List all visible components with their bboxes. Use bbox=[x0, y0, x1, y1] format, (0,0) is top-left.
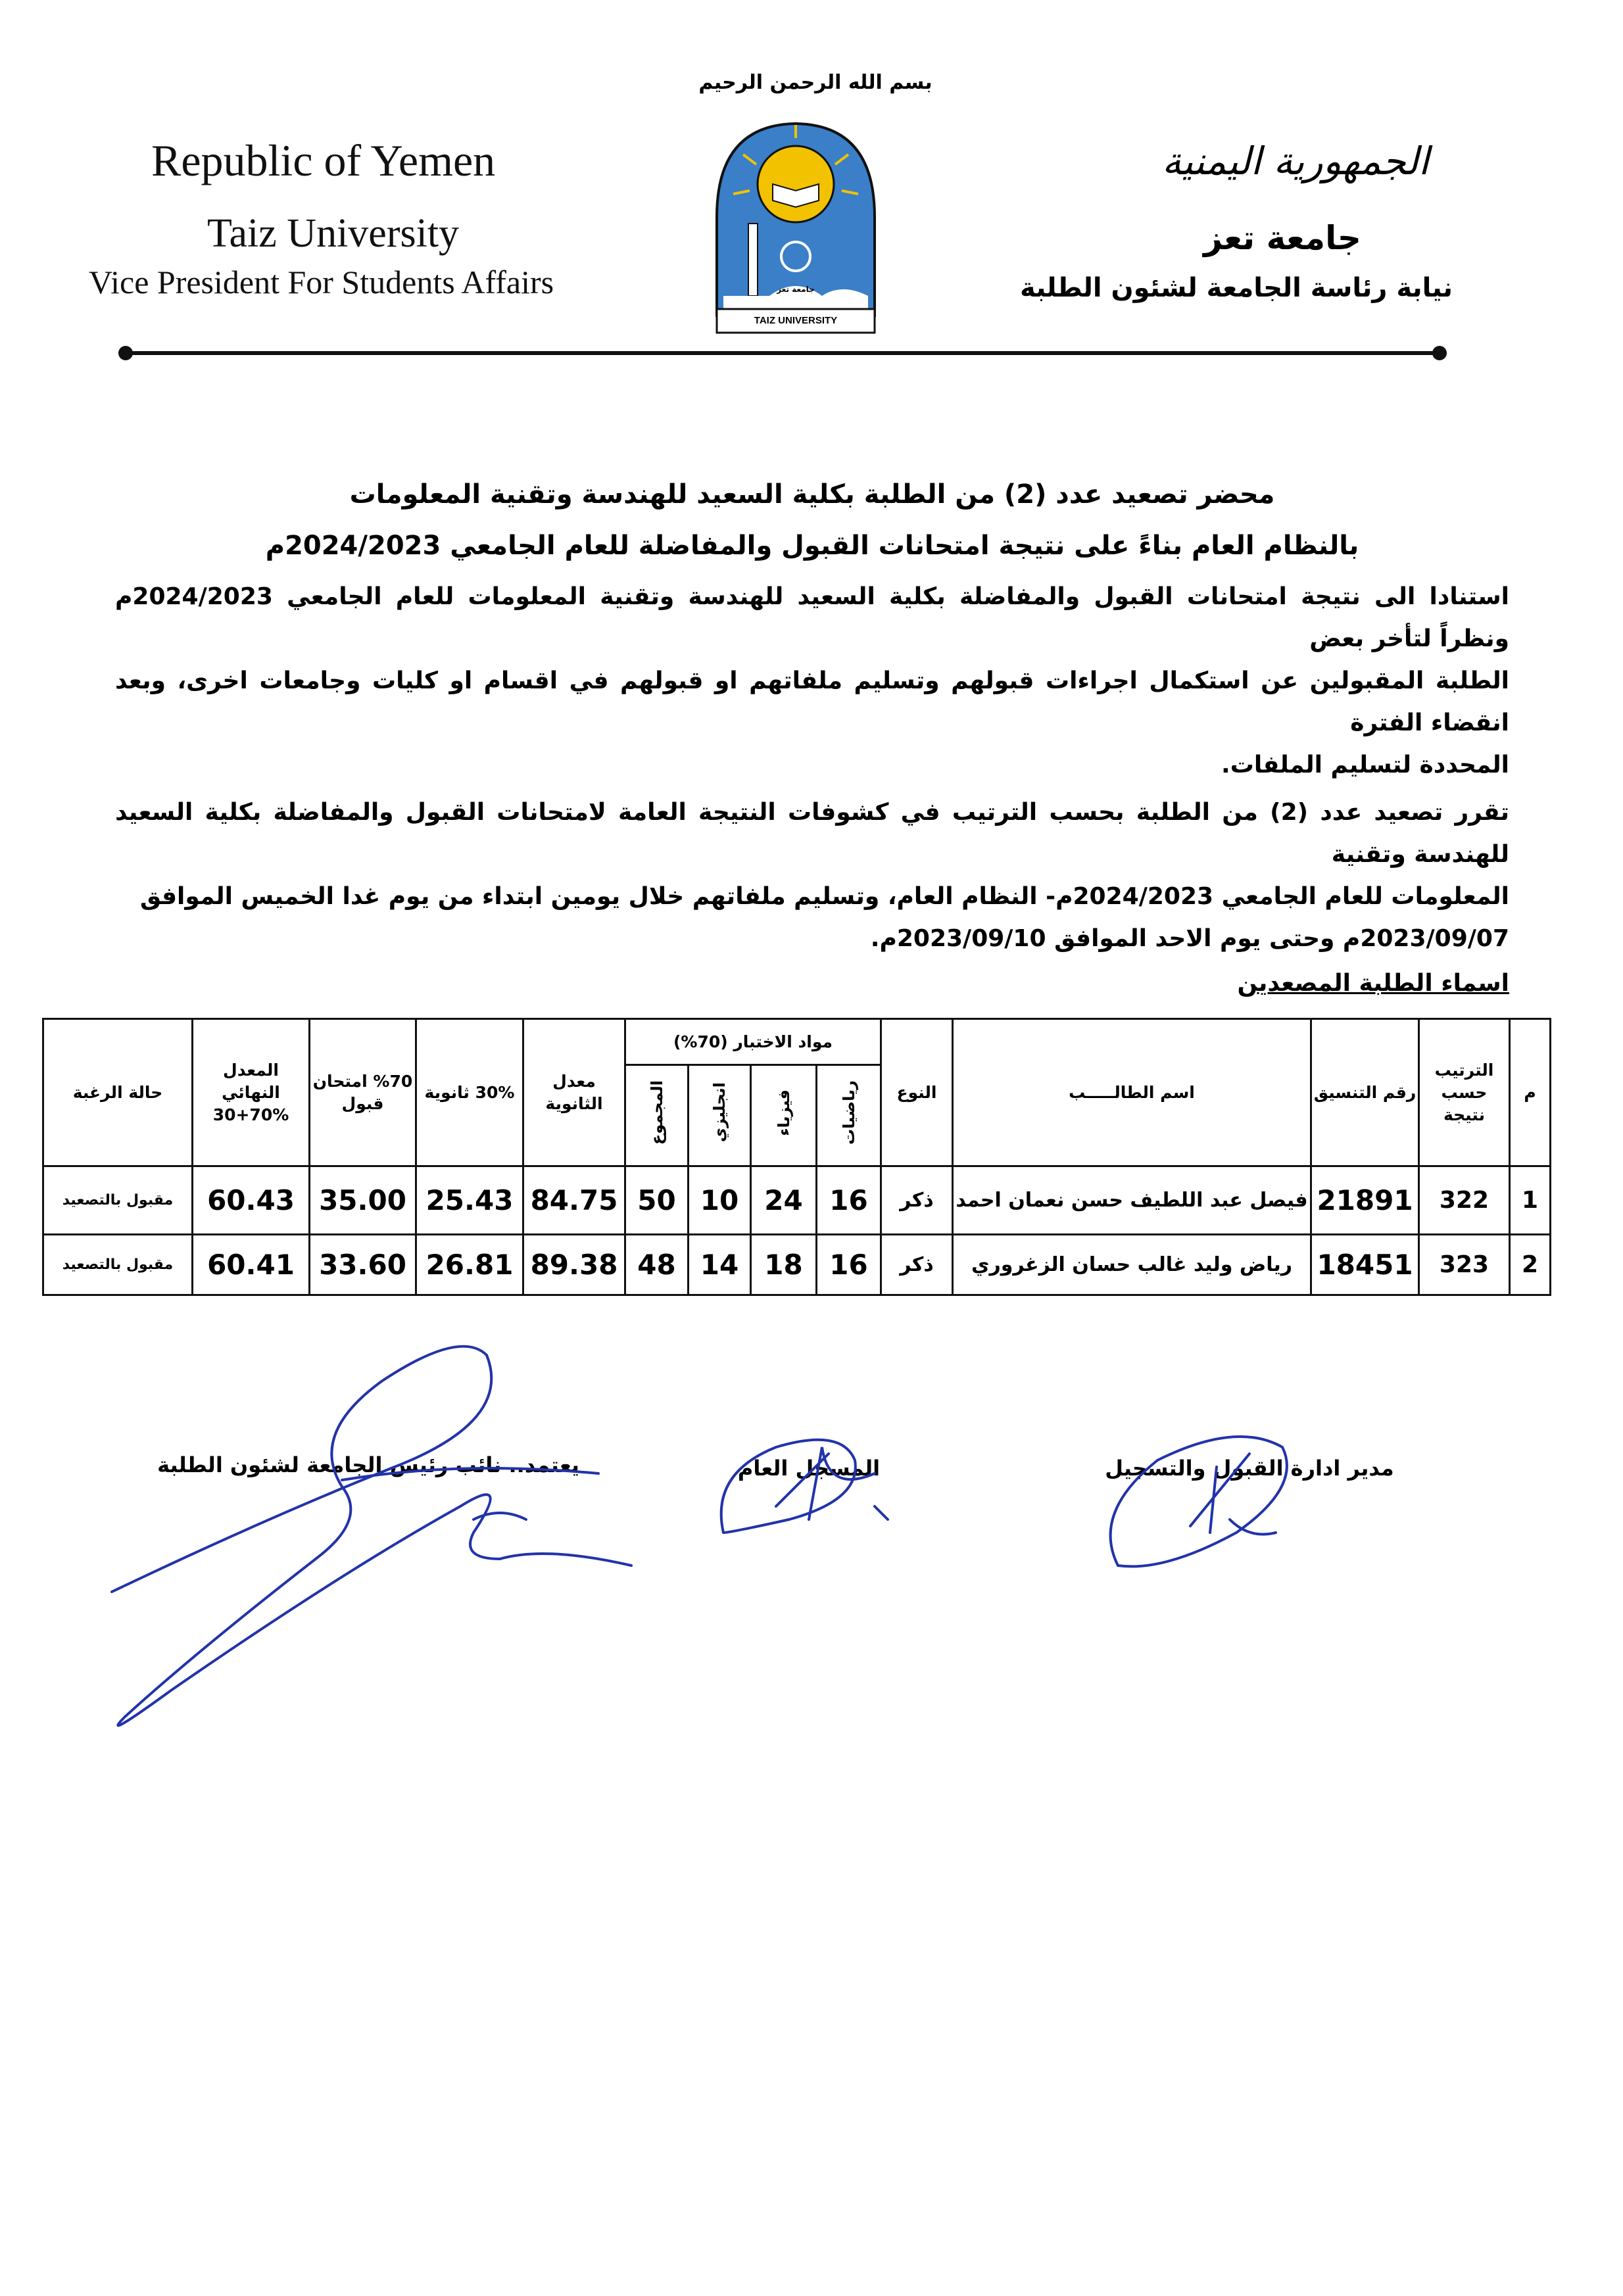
col-exam-subjects: مواد الاختبار (70%) bbox=[624, 1018, 882, 1066]
paragraph-1-line-3: المحددة لتسليم الملفات. bbox=[1221, 752, 1509, 778]
cell-exam-70: 35.00 bbox=[308, 1165, 417, 1235]
cell-name: رياض وليد غالب حسان الزغروري bbox=[952, 1233, 1312, 1296]
col-english: انجليزي bbox=[710, 1082, 729, 1143]
cell-name: فيصل عبد اللطيف حسن نعمان احمد bbox=[952, 1165, 1312, 1235]
cell-hs-avg: 84.75 bbox=[522, 1165, 626, 1235]
cell-final-avg: 60.41 bbox=[191, 1233, 310, 1296]
cell-english: 10 bbox=[687, 1165, 752, 1235]
cell-rank: 323 bbox=[1418, 1233, 1511, 1296]
signature-registrar bbox=[719, 1438, 889, 1534]
basmala: بسم الله الرحمن الرحيم bbox=[698, 71, 933, 94]
cell-physics: 18 bbox=[750, 1233, 817, 1296]
logo-text-en: TAIZ UNIVERSITY bbox=[754, 315, 838, 326]
signature-label-admissions: مدير ادارة القبول والتسجيل bbox=[1105, 1456, 1394, 1481]
col-hs-30: 30% ثانوية bbox=[415, 1018, 524, 1167]
cell-total: 50 bbox=[624, 1165, 689, 1235]
signature-label-vp: يعتمد.. نائب رئيس الجامعة لشئون الطلبة bbox=[157, 1452, 579, 1477]
en-office: Vice President For Students Affairs bbox=[89, 264, 554, 300]
col-index: م bbox=[1509, 1018, 1551, 1167]
cell-rank: 322 bbox=[1418, 1165, 1511, 1235]
ar-office: نيابة رئاسة الجامعة لشئون الطلبة bbox=[1019, 273, 1453, 303]
handwritten-signatures bbox=[110, 1345, 1288, 1727]
cell-hs-30: 26.81 bbox=[415, 1233, 524, 1296]
col-math: رياضيات bbox=[839, 1080, 858, 1145]
divider-dot-left bbox=[118, 346, 133, 360]
logo-text-ar: جامعة تعز bbox=[777, 285, 815, 294]
paragraph-2-line-2: المعلومات للعام الجامعي 2024/2023م- النظ… bbox=[140, 883, 1509, 910]
paragraph-1-line-2: الطلبة المقبولين عن استكمال اجراءات قبول… bbox=[115, 667, 1509, 736]
cell-total: 48 bbox=[624, 1233, 689, 1296]
logo-emblem-icon bbox=[715, 122, 876, 334]
table-header-row: م الترتيب حسب نتيجة رقم التنسيق اسم الطا… bbox=[42, 1018, 1551, 1167]
ar-country: الجمهورية اليمنية bbox=[1161, 139, 1430, 183]
divider-dot-right bbox=[1432, 346, 1447, 360]
document-body: محضر تصعيد عدد (2) من الطلبة بكلية السعي… bbox=[42, 473, 1551, 1750]
cell-physics: 24 bbox=[750, 1165, 817, 1235]
col-total: المجموع bbox=[647, 1080, 666, 1145]
cell-english: 14 bbox=[687, 1233, 752, 1296]
title-line-2: بالنظام العام بناءً على نتيجة امتحانات ا… bbox=[265, 531, 1359, 561]
signature-vp bbox=[110, 1345, 633, 1727]
table-subheader-row: رياضيات فيزياء انجليزي المجموع bbox=[43, 1064, 1551, 1167]
en-country: Republic of Yemen bbox=[151, 135, 496, 185]
col-physics: فيزياء bbox=[774, 1089, 793, 1136]
cell-hs-avg: 89.38 bbox=[522, 1233, 626, 1296]
cell-gender: ذكر bbox=[880, 1165, 954, 1235]
cell-status: مقبول بالتصعيد bbox=[42, 1165, 193, 1235]
col-status: حالة الرغبة bbox=[42, 1018, 193, 1167]
cell-hs-30: 25.43 bbox=[415, 1165, 524, 1235]
cell-status: مقبول بالتصعيد bbox=[42, 1233, 193, 1296]
cell-coord-no: 18451 bbox=[1310, 1233, 1420, 1296]
col-gender: النوع bbox=[880, 1018, 954, 1167]
signatures-area: مدير ادارة القبول والتسجيل المسجل العام … bbox=[0, 1322, 1623, 1750]
header-divider bbox=[125, 351, 1440, 355]
ar-university: جامعة تعز bbox=[1203, 219, 1361, 257]
paragraph-1-line-1: استنادا الى نتيجة امتحانات القبول والمفا… bbox=[115, 583, 1509, 652]
university-logo: جامعة تعز TAIZ UNIVERSITY bbox=[704, 118, 888, 335]
list-heading: اسماء الطلبة المصعدين bbox=[1237, 970, 1509, 997]
paragraph-2-line-3: 2023/09/07م وحتى يوم الاحد الموافق 2023/… bbox=[870, 925, 1509, 952]
col-name: اسم الطالـــــب bbox=[952, 1018, 1312, 1167]
col-hs-avg: معدل الثانوية bbox=[522, 1018, 626, 1167]
signature-admissions bbox=[1109, 1435, 1288, 1568]
cell-index: 2 bbox=[1509, 1233, 1551, 1296]
title-line-1: محضر تصعيد عدد (2) من الطلبة بكلية السعي… bbox=[349, 479, 1275, 510]
table-row: 1 322 21891 فيصل عبد اللطيف حسن نعمان اح… bbox=[42, 1165, 1551, 1235]
cell-final-avg: 60.43 bbox=[191, 1165, 310, 1235]
cell-coord-no: 21891 bbox=[1310, 1165, 1420, 1235]
col-coord-no: رقم التنسيق bbox=[1310, 1018, 1420, 1167]
paragraph-2-line-1: تقرر تصعيد عدد (2) من الطلبة بحسب الترتي… bbox=[115, 799, 1510, 868]
en-university: Taiz University bbox=[207, 211, 460, 256]
col-rank: الترتيب حسب نتيجة bbox=[1418, 1018, 1511, 1167]
cell-index: 1 bbox=[1509, 1165, 1551, 1235]
cell-exam-70: 33.60 bbox=[308, 1233, 417, 1296]
students-table: م الترتيب حسب نتيجة رقم التنسيق اسم الطا… bbox=[42, 1018, 1551, 1296]
cell-math: 16 bbox=[815, 1165, 882, 1235]
col-final-avg: المعدل النهائي %70+30 bbox=[191, 1018, 310, 1167]
cell-math: 16 bbox=[815, 1233, 882, 1296]
col-exam-70: %70 امتحان قبول bbox=[308, 1018, 417, 1167]
cell-gender: ذكر bbox=[880, 1233, 954, 1296]
table-row: 2 323 18451 رياض وليد غالب حسان الزغروري… bbox=[42, 1233, 1551, 1296]
